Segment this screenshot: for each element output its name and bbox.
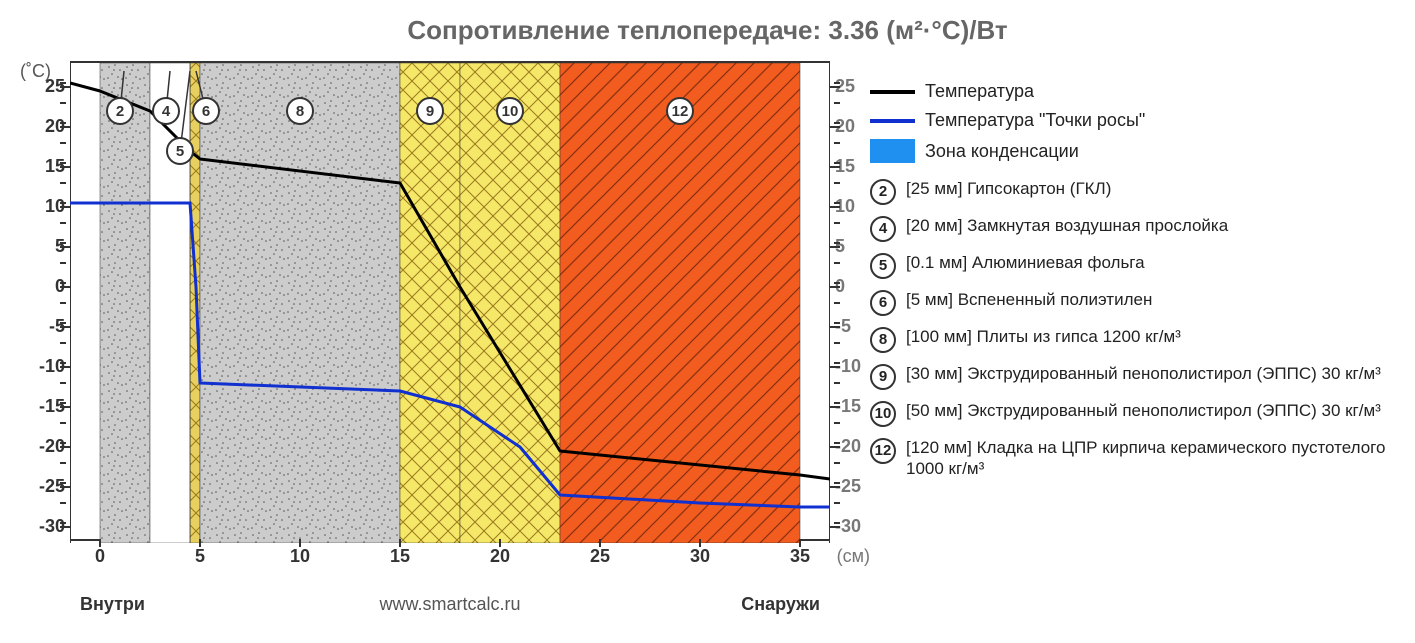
y-tick-left: 5 (25, 236, 65, 257)
legend-swatch (870, 90, 915, 94)
y-tick-right: 10 (835, 196, 875, 217)
layer-callout: 4 (152, 97, 180, 125)
y-tick-right: 5 (835, 236, 875, 257)
legend-layer-entry: 10[50 мм] Экструдированный пенополистиро… (870, 400, 1395, 427)
page-title: Сопротивление теплопередаче: 3.36 (м²·°С… (20, 15, 1395, 46)
legend-lines: Температура Температура "Точки росы" Зона … (870, 81, 1395, 163)
chart-column: (˚C) (см) Внутри www.smartcalc.ru Снаруж… (20, 61, 850, 541)
chart-area: (см) Внутри www.smartcalc.ru Снаружи 246… (70, 61, 830, 541)
layer-callout: 2 (106, 97, 134, 125)
y-tick-right: 15 (835, 156, 875, 177)
y-tick-left: -15 (25, 396, 65, 417)
layer-callout: 12 (666, 97, 694, 125)
y-tick-right: 20 (835, 116, 875, 137)
layer-callout: 6 (192, 97, 220, 125)
x-tick: 25 (590, 546, 610, 567)
x-tick: 15 (390, 546, 410, 567)
legend-layer-entry: 12[120 мм] Кладка на ЦПР кирпича керамич… (870, 437, 1395, 480)
y-tick-right: 25 (835, 76, 875, 97)
legend-swatch (870, 119, 915, 123)
layer-description: [50 мм] Экструдированный пенополистирол … (906, 400, 1381, 421)
x-tick: 30 (690, 546, 710, 567)
x-label-inside: Внутри (80, 594, 145, 615)
y-tick-left: -10 (25, 356, 65, 377)
legend-label: Зона конденсации (925, 141, 1079, 162)
y-tick-right: -30 (835, 516, 875, 537)
x-tick: 10 (290, 546, 310, 567)
legend-entry: Температура (870, 81, 1395, 102)
legend-label: Температура (925, 81, 1034, 102)
y-tick-right: 0 (835, 276, 875, 297)
layer-description: [20 мм] Замкнутая воздушная прослойка (906, 215, 1228, 236)
layer-description: [100 мм] Плиты из гипса 1200 кг/м³ (906, 326, 1181, 347)
layer-description: [0.1 мм] Алюминиевая фольга (906, 252, 1145, 273)
legend-layer-entry: 5[0.1 мм] Алюминиевая фольга (870, 252, 1395, 279)
legend-layers: 2[25 мм] Гипсокартон (ГКЛ) 4[20 мм] Замкн… (870, 178, 1395, 480)
x-tick: 0 (95, 546, 105, 567)
layer-callout: 5 (166, 137, 194, 165)
chart-svg (70, 63, 830, 543)
layer-description: [25 мм] Гипсокартон (ГКЛ) (906, 178, 1111, 199)
y-tick-left: -30 (25, 516, 65, 537)
x-label-mid: www.smartcalc.ru (379, 594, 520, 615)
layer-callout: 8 (286, 97, 314, 125)
legend-swatch (870, 139, 915, 163)
legend-layer-entry: 2[25 мм] Гипсокартон (ГКЛ) (870, 178, 1395, 205)
x-tick: 35 (790, 546, 810, 567)
chart-container: (˚C) (см) Внутри www.smartcalc.ru Снаруж… (20, 61, 1395, 541)
x-tick: 5 (195, 546, 205, 567)
legend-layer-entry: 4[20 мм] Замкнутая воздушная прослойка (870, 215, 1395, 242)
y-tick-left: 20 (25, 116, 65, 137)
layer-description: [30 мм] Экструдированный пенополистирол … (906, 363, 1381, 384)
y-tick-right: -20 (835, 436, 875, 457)
legend-column: Температура Температура "Точки росы" Зона … (870, 61, 1395, 541)
layer-description: [120 мм] Кладка на ЦПР кирпича керамичес… (906, 437, 1395, 480)
y-tick-right: -5 (835, 316, 875, 337)
y-tick-right: -10 (835, 356, 875, 377)
legend-label: Температура "Точки росы" (925, 110, 1145, 131)
y-tick-right: -15 (835, 396, 875, 417)
layer-description: [5 мм] Вспененный полиэтилен (906, 289, 1152, 310)
y-tick-left: 15 (25, 156, 65, 177)
layer-callout: 9 (416, 97, 444, 125)
y-tick-left: -5 (25, 316, 65, 337)
legend-entry: Температура "Точки росы" (870, 110, 1395, 131)
y-tick-right: -25 (835, 476, 875, 497)
y-tick-left: 0 (25, 276, 65, 297)
y-tick-left: 10 (25, 196, 65, 217)
x-axis-unit: (см) (837, 546, 870, 567)
y-tick-left: -25 (25, 476, 65, 497)
x-label-outside: Снаружи (741, 594, 820, 615)
x-tick: 20 (490, 546, 510, 567)
y-tick-left: -20 (25, 436, 65, 457)
legend-layer-entry: 6[5 мм] Вспененный полиэтилен (870, 289, 1395, 316)
y-tick-left: 25 (25, 76, 65, 97)
layer-callout: 10 (496, 97, 524, 125)
legend-layer-entry: 9[30 мм] Экструдированный пенополистирол… (870, 363, 1395, 390)
legend-layer-entry: 8[100 мм] Плиты из гипса 1200 кг/м³ (870, 326, 1395, 353)
legend-entry: Зона конденсации (870, 139, 1395, 163)
